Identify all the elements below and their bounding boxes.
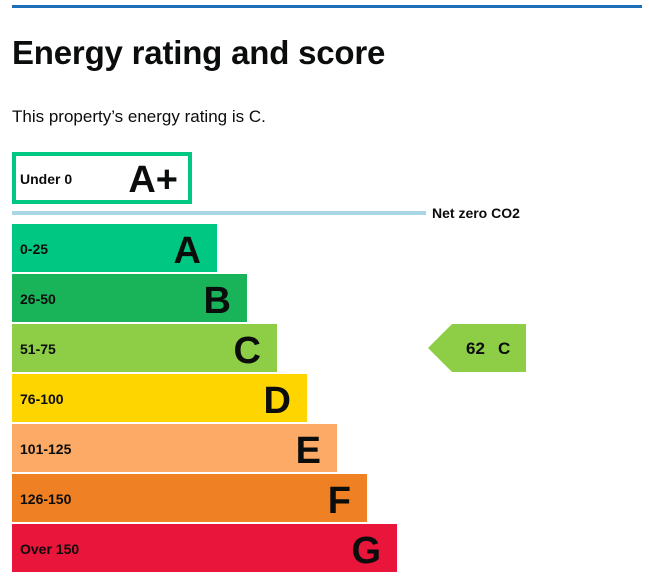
- band-g-letter: G: [351, 530, 381, 572]
- band-f-range: 126-150: [20, 491, 72, 507]
- band-g-range: Over 150: [20, 541, 79, 557]
- page-title: Energy rating and score: [12, 34, 386, 71]
- band-aplus-letter: A+: [128, 159, 178, 201]
- netzero-line: [12, 211, 426, 215]
- band-c-letter: C: [234, 330, 261, 372]
- band-g-bar: [12, 524, 397, 572]
- band-aplus-range: Under 0: [20, 171, 72, 187]
- netzero-label: Net zero CO2: [432, 205, 520, 221]
- band-d-letter: D: [264, 380, 291, 422]
- band-a-bar: [12, 224, 217, 272]
- band-b-letter: B: [204, 280, 231, 322]
- band-d-range: 76-100: [20, 391, 64, 407]
- top-rule: [12, 5, 642, 8]
- band-f-letter: F: [328, 480, 351, 522]
- current-rating-arrow: [428, 324, 526, 372]
- rating-summary: This property’s energy rating is C.: [12, 107, 266, 126]
- current-rating-score: 62: [466, 339, 485, 358]
- band-b-bar: [12, 274, 247, 322]
- band-c-bar: [12, 324, 277, 372]
- band-e-bar: [12, 424, 337, 472]
- band-a-letter: A: [174, 230, 201, 272]
- band-a-range: 0-25: [20, 241, 48, 257]
- band-b-range: 26-50: [20, 291, 56, 307]
- band-aplus-outline: [12, 152, 192, 204]
- current-rating-letter: C: [498, 339, 510, 358]
- band-e-letter: E: [296, 430, 321, 472]
- band-c-range: 51-75: [20, 341, 56, 357]
- band-d-bar: [12, 374, 307, 422]
- band-f-bar: [12, 474, 367, 522]
- band-e-range: 101-125: [20, 441, 72, 457]
